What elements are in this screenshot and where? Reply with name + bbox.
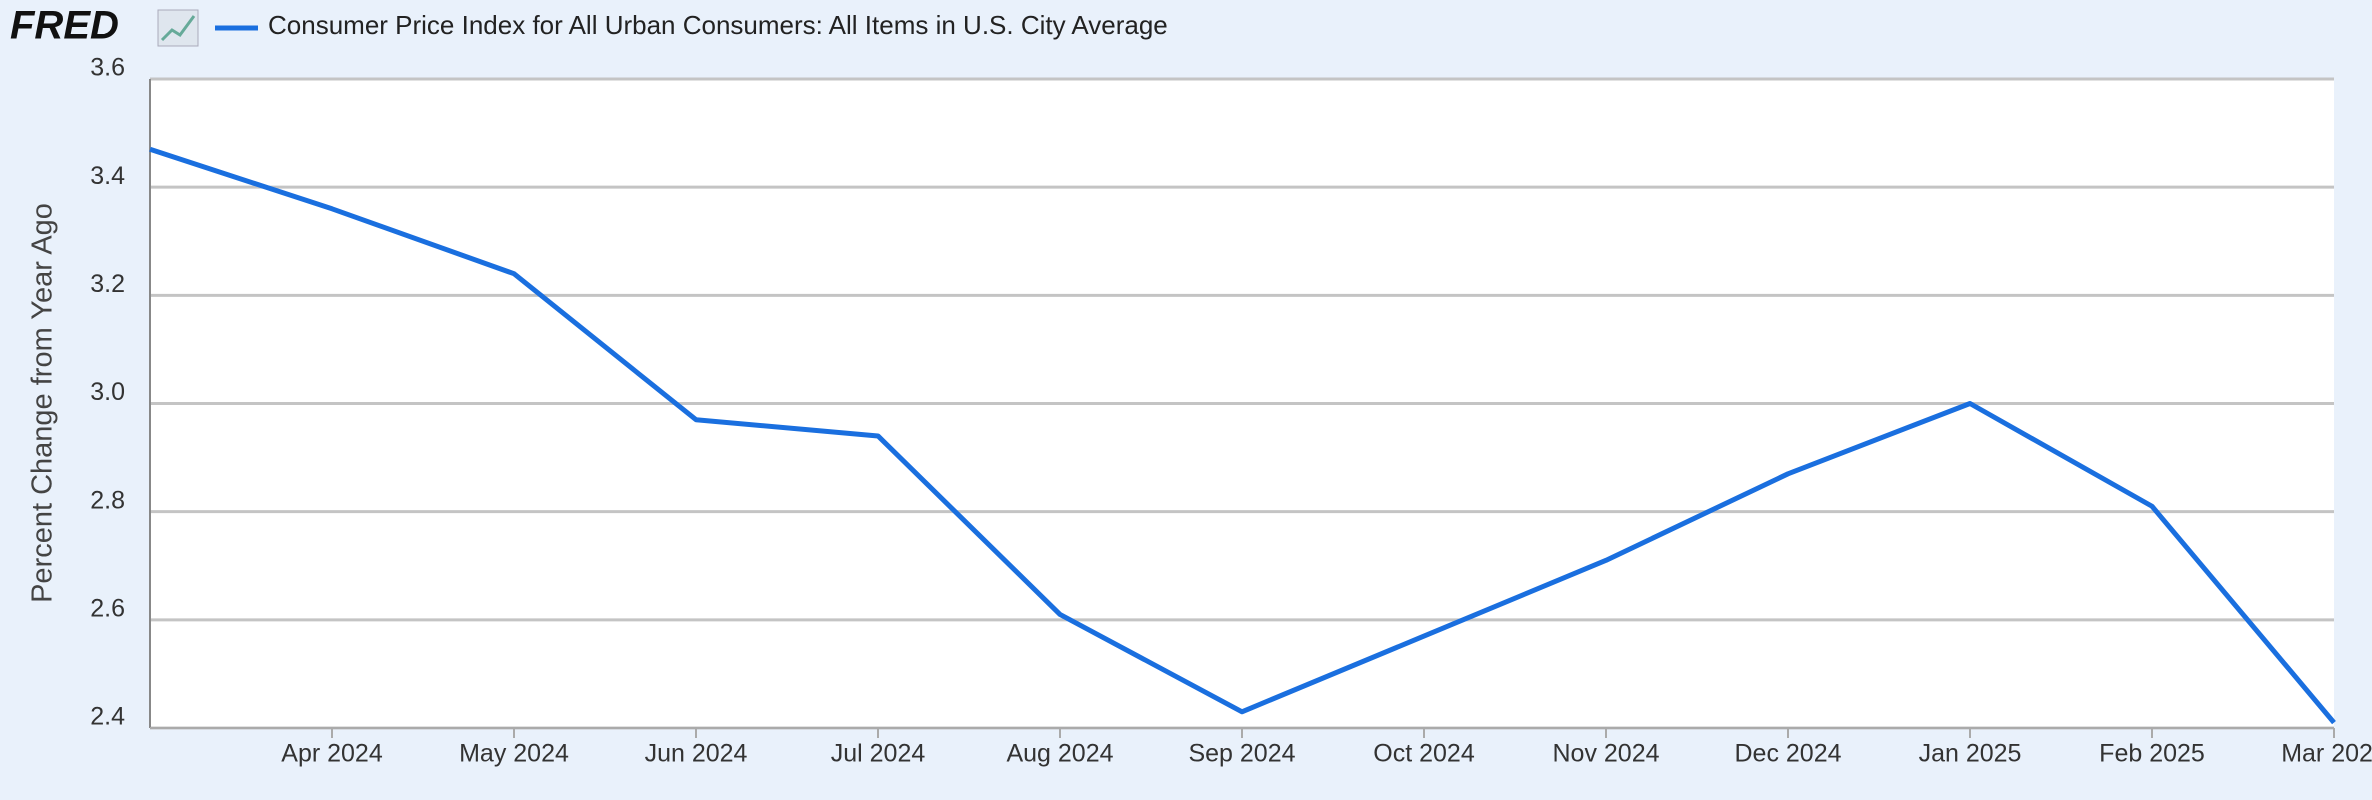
x-tick-label: Jan 2025 bbox=[1919, 740, 2022, 768]
y-tick-label: 3.6 bbox=[90, 54, 125, 82]
logo-icon bbox=[157, 9, 199, 47]
x-tick-label: Jun 2024 bbox=[645, 740, 748, 768]
x-tick-label: Jul 2024 bbox=[831, 740, 926, 768]
data-line bbox=[149, 146, 2336, 725]
y-tick-label: 3.4 bbox=[90, 162, 125, 190]
x-tick-label: Mar 2025 bbox=[2281, 740, 2372, 768]
y-tick-label: 3.2 bbox=[90, 270, 125, 298]
x-tick-label: Feb 2025 bbox=[2099, 740, 2205, 768]
x-tick-label: Nov 2024 bbox=[1552, 740, 1659, 768]
x-tick-label: Sep 2024 bbox=[1188, 740, 1295, 768]
x-tick-label: Dec 2024 bbox=[1734, 740, 1841, 768]
legend-label[interactable]: Consumer Price Index for All Urban Consu… bbox=[268, 10, 1168, 40]
y-tick-label: 2.8 bbox=[90, 486, 125, 514]
y-tick-label: 2.6 bbox=[90, 594, 125, 622]
x-tick-label: Oct 2024 bbox=[1373, 740, 1475, 768]
x-tick-label: Aug 2024 bbox=[1006, 740, 1113, 768]
x-tick-label: Apr 2024 bbox=[281, 740, 383, 768]
y-tick-label: 2.4 bbox=[90, 703, 125, 731]
y-tick-label: 3.0 bbox=[90, 378, 125, 406]
x-tick-label: May 2024 bbox=[459, 740, 569, 768]
y-axis-title: Percent Change from Year Ago bbox=[27, 203, 59, 603]
logo[interactable]: FRED bbox=[10, 4, 119, 48]
